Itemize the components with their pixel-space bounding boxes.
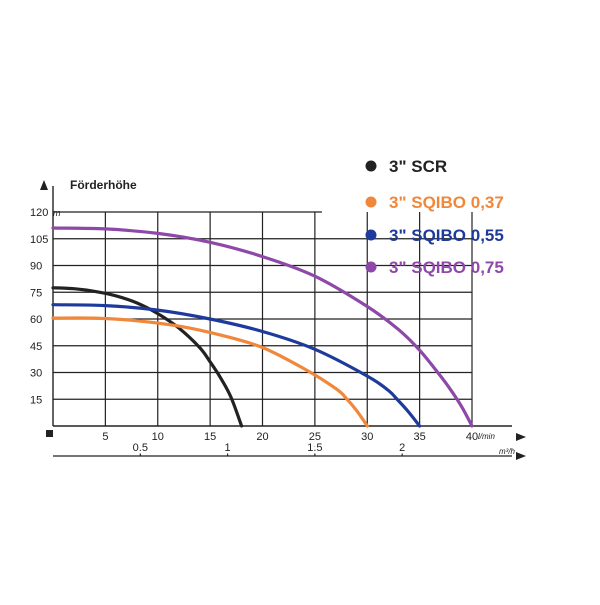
y-axis-arrow [40, 180, 48, 190]
series-line-1 [51, 316, 369, 428]
legend-label-2: 3" SQIBO 0,55 [389, 226, 504, 245]
x-tick-label: 20 [256, 431, 268, 443]
y-tick-label: 60 [30, 314, 42, 326]
legend-marker-3 [365, 261, 377, 273]
series-line-3 [51, 226, 474, 428]
x2-tick-label: 2 [399, 442, 405, 454]
grid-layer [53, 211, 473, 426]
y-tick-label-max: 120 [30, 207, 48, 219]
y-tick-label: 75 [30, 287, 42, 299]
y-axis-title: Förderhöhe [70, 178, 137, 192]
x-tick-label: 25 [309, 431, 321, 443]
x-tick-label: 15 [204, 431, 216, 443]
x-tick-label: 40 [466, 431, 478, 443]
x2-unit-label: m³/h [499, 447, 516, 456]
legend-marker-1 [365, 196, 377, 208]
y-unit-label: m [53, 208, 61, 218]
x-unit-label: l/min [478, 432, 495, 441]
series-line-2 [51, 303, 422, 428]
legend-label-1: 3" SQIBO 0,37 [389, 193, 504, 212]
origin-marker [46, 430, 53, 437]
x2-axis-arrow [516, 452, 526, 460]
x2-tick-label: 0.5 [133, 442, 148, 454]
curves-layer [51, 226, 474, 428]
x-axis-arrow [516, 433, 526, 441]
y-tick-label: 15 [30, 394, 42, 406]
legend-label-0: 3" SCR [389, 157, 447, 176]
x-tick-label: 5 [102, 431, 108, 443]
legend-label-3: 3" SQIBO 0,75 [389, 258, 504, 277]
legend-marker-0 [365, 160, 377, 172]
y-tick-label: 45 [30, 341, 42, 353]
y-tick-label: 105 [30, 234, 48, 246]
x-tick-label: 35 [414, 431, 426, 443]
legend-marker-2 [365, 229, 377, 241]
x-tick-label: 10 [152, 431, 164, 443]
y-tick-label: 30 [30, 368, 42, 380]
series-line-0 [51, 286, 244, 428]
y-tick-label: 90 [30, 261, 42, 273]
x2-tick-label: 1 [225, 442, 231, 454]
legend: 3" SCR 3" SQIBO 0,37 3" SQIBO 0,55 3" SQIBO… [365, 157, 504, 277]
x2-tick-label: 1.5 [307, 442, 322, 454]
x-tick-label: 30 [361, 431, 373, 443]
